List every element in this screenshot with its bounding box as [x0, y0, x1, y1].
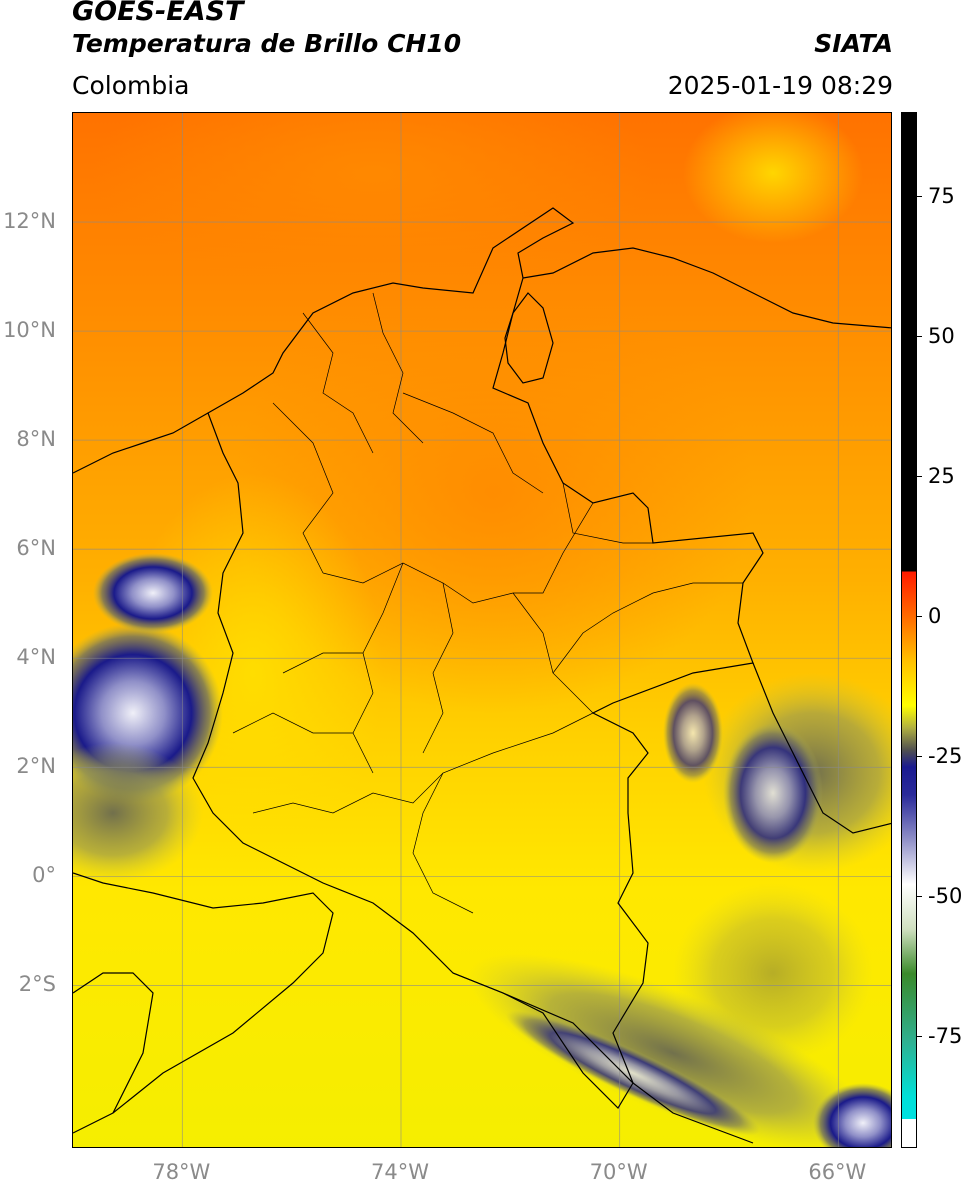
pacific-coast-south [73, 972, 154, 1114]
colorbar-tick [917, 336, 922, 337]
lat-tick-label: 6°N [16, 536, 56, 561]
cloud-band-core [505, 1010, 761, 1136]
lat-tick-label: 12°N [3, 209, 56, 234]
region-label: Colombia [72, 71, 190, 100]
panama-isthmus [73, 412, 209, 474]
satellite-title: GOES-EAST [72, 0, 244, 27]
warm-region-north [93, 113, 653, 293]
lat-tick-label: 0° [32, 863, 56, 888]
political-borders [73, 207, 891, 1144]
cloud-area-southwest [73, 743, 203, 883]
cloud-system-pacific-north [93, 553, 213, 633]
peru-brazil-border [452, 972, 754, 1144]
colorbar-tick [917, 756, 922, 757]
cool-region-northeast [683, 113, 863, 243]
lon-tick-label: 78°W [152, 1160, 211, 1184]
cloud-cell-east [723, 723, 823, 863]
maracaibo-lake [504, 292, 554, 384]
brand-label: SIATA [814, 29, 893, 58]
colorbar-fill [902, 113, 916, 1147]
colorbar-tick [917, 1036, 922, 1037]
colorbar-tick [917, 476, 922, 477]
colorbar-tick-label: 0 [928, 604, 942, 628]
colorbar-tick [917, 196, 922, 197]
lon-tick-label: 70°W [589, 1160, 648, 1184]
venezuela-coast [522, 247, 891, 329]
colorbar-tick-label: -75 [928, 1024, 963, 1048]
map-panel [72, 112, 892, 1148]
lat-tick-label: 10°N [3, 318, 56, 343]
colorbar-tick [917, 896, 922, 897]
cloud-area-southeast [673, 883, 873, 1063]
colorbar-gradient [902, 113, 916, 1147]
cloud-band-south [467, 953, 879, 1147]
lon-tick-label: 66°W [808, 1160, 867, 1184]
ecuador-peru-border [73, 872, 334, 1134]
colorbar-tick-label: 50 [928, 324, 955, 348]
colombia-border [192, 207, 764, 1109]
lat-tick-label: 8°N [16, 427, 56, 452]
gridlines [73, 113, 891, 1147]
lat-tick-label: 4°N [16, 645, 56, 670]
product-title: Temperatura de Brillo CH10 [72, 29, 462, 58]
department-borders [232, 292, 743, 914]
lat-tick-label: 2°S [18, 972, 56, 997]
colorbar-tick-label: 25 [928, 464, 955, 488]
brazil-border [752, 662, 891, 834]
colorbar [901, 112, 917, 1148]
lat-tick-label: 2°N [16, 754, 56, 779]
colorbar-tick [917, 616, 922, 617]
colorbar-tick-label: 75 [928, 184, 955, 208]
datetime-label: 2025-01-19 08:29 [667, 71, 893, 100]
cloud-cell-southeast [813, 1083, 891, 1147]
lon-tick-label: 74°W [371, 1160, 429, 1184]
colorbar-tick-label: -25 [928, 744, 963, 768]
colorbar-tick-label: -50 [928, 884, 963, 908]
cloud-cell-east-2 [663, 683, 723, 783]
brightness-temperature-map [73, 113, 891, 1147]
